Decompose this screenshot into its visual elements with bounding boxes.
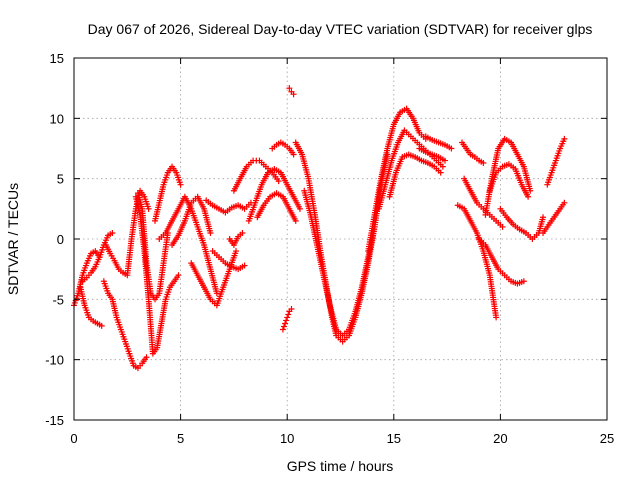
y-tick-label: 10 xyxy=(50,111,64,126)
data-point xyxy=(143,354,150,361)
data-point xyxy=(540,214,547,221)
data-point xyxy=(233,248,240,255)
data-point xyxy=(286,85,293,92)
data-points xyxy=(71,85,568,372)
data-point xyxy=(296,205,303,212)
y-tick-label: -5 xyxy=(52,292,64,307)
data-point xyxy=(525,193,532,200)
x-tick-label: 15 xyxy=(387,431,401,446)
data-point xyxy=(241,262,248,269)
data-point xyxy=(213,290,220,297)
y-tick-label: 0 xyxy=(57,232,64,247)
x-tick-label: 0 xyxy=(70,431,77,446)
data-point xyxy=(145,205,152,212)
data-point xyxy=(441,157,448,164)
data-point xyxy=(288,305,295,312)
data-point xyxy=(561,199,568,206)
x-tick-label: 25 xyxy=(600,431,614,446)
data-point xyxy=(284,314,291,321)
y-tick-label: -15 xyxy=(45,413,64,428)
x-tick-label: 10 xyxy=(280,431,294,446)
data-point xyxy=(275,178,282,185)
y-tick-label: 5 xyxy=(57,172,64,187)
data-point xyxy=(279,326,286,333)
data-point xyxy=(177,181,184,188)
data-point xyxy=(527,187,534,194)
data-point xyxy=(290,91,297,98)
y-tick-label: -10 xyxy=(45,353,64,368)
data-point xyxy=(480,159,487,166)
x-axis-ticks: 0 5 10 15 20 25 xyxy=(70,58,614,446)
data-point xyxy=(98,322,105,329)
data-point xyxy=(239,229,246,236)
data-point-interpolated xyxy=(281,323,288,330)
y-tick-label: 15 xyxy=(50,51,64,66)
data-point xyxy=(109,229,116,236)
data-point-interpolated xyxy=(283,317,290,324)
data-point xyxy=(439,163,446,170)
data-point xyxy=(282,320,289,327)
data-point xyxy=(292,217,299,224)
data-point xyxy=(437,169,444,176)
x-axis-label: GPS time / hours xyxy=(287,458,394,474)
data-point-interpolated xyxy=(285,311,292,318)
chart-title: Day 067 of 2026, Sidereal Day-to-day VTE… xyxy=(88,21,593,37)
data-point xyxy=(448,145,455,152)
data-point xyxy=(520,278,527,285)
y-axis-ticks: -15 -10 -5 0 5 10 15 xyxy=(45,51,607,428)
data-point xyxy=(493,314,500,321)
x-tick-label: 20 xyxy=(493,431,507,446)
y-axis-label: SDTVAR / TECUs xyxy=(5,183,21,295)
x-tick-label: 5 xyxy=(177,431,184,446)
data-point xyxy=(561,135,568,142)
data-point xyxy=(499,223,506,230)
data-point xyxy=(207,229,214,236)
grid-lines xyxy=(74,58,607,420)
data-point xyxy=(290,151,297,158)
data-point xyxy=(175,272,182,279)
